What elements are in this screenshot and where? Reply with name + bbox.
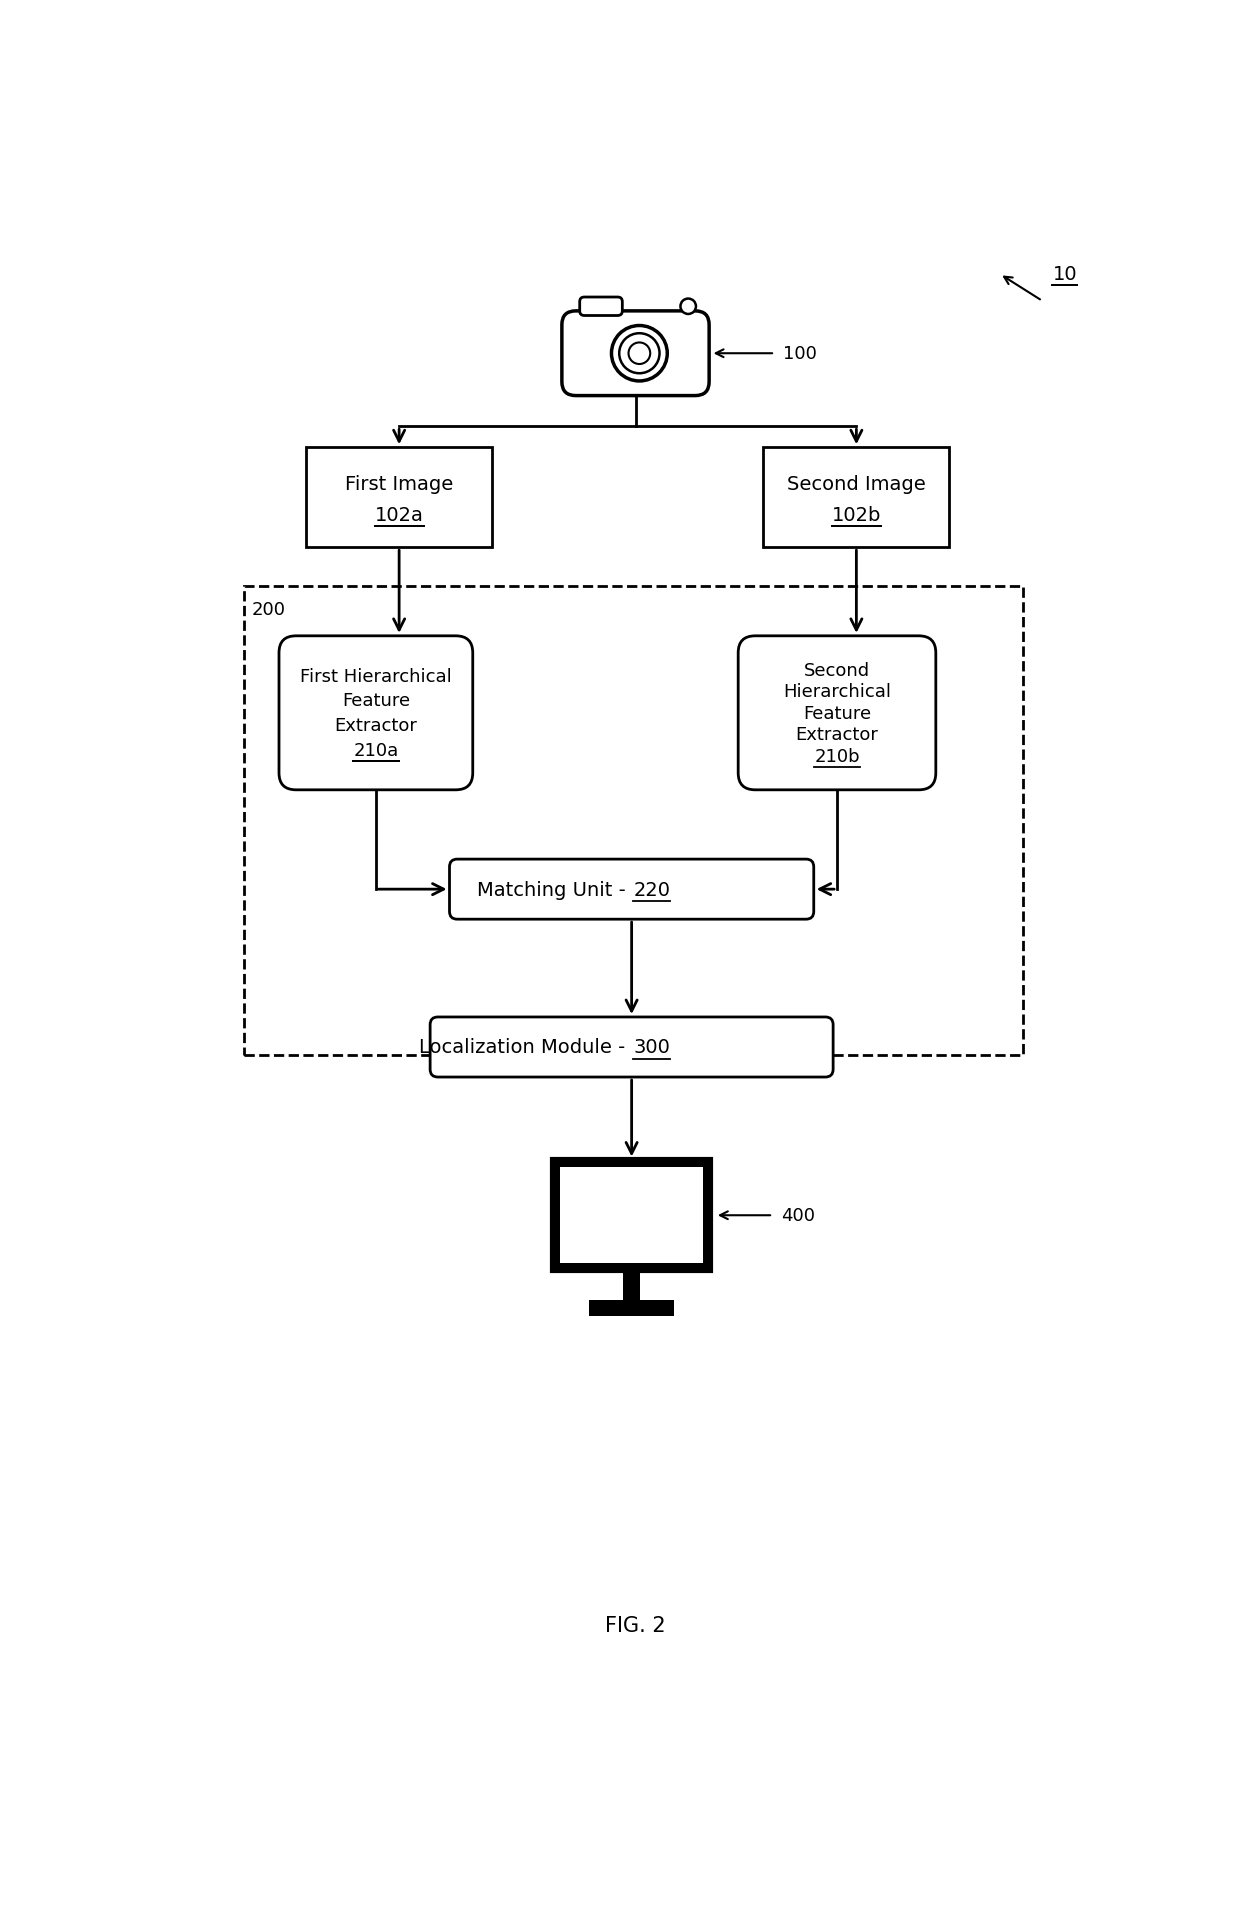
Text: Hierarchical: Hierarchical	[782, 682, 892, 701]
Text: 210a: 210a	[353, 741, 398, 760]
Bar	[560, 1168, 703, 1263]
Text: 102a: 102a	[374, 505, 424, 524]
Circle shape	[611, 326, 667, 381]
FancyBboxPatch shape	[562, 312, 709, 396]
Bar	[244, 587, 1023, 1055]
FancyBboxPatch shape	[449, 859, 813, 920]
Text: 100: 100	[782, 345, 817, 364]
Circle shape	[619, 333, 660, 373]
Text: 210b: 210b	[815, 747, 859, 766]
Text: Extractor: Extractor	[335, 716, 418, 735]
Text: 210a: 210a	[353, 741, 398, 760]
Text: Second: Second	[804, 661, 870, 680]
Text: First Image: First Image	[345, 474, 454, 493]
Bar	[589, 1301, 675, 1316]
Bar	[624, 1271, 640, 1301]
FancyBboxPatch shape	[430, 1017, 833, 1078]
Text: Localization Module -: Localization Module -	[419, 1038, 631, 1057]
FancyBboxPatch shape	[580, 297, 622, 316]
Bar	[306, 448, 492, 549]
Text: 200: 200	[252, 600, 286, 619]
Text: Matching Unit -: Matching Unit -	[476, 880, 631, 899]
Text: FIG. 2: FIG. 2	[605, 1615, 666, 1634]
Circle shape	[629, 343, 650, 366]
Text: Extractor: Extractor	[796, 726, 878, 745]
Text: Second Image: Second Image	[787, 474, 926, 493]
Text: 400: 400	[781, 1206, 815, 1225]
Text: First Hierarchical: First Hierarchical	[300, 667, 451, 686]
Text: 220: 220	[634, 880, 670, 899]
Bar	[764, 448, 950, 549]
Circle shape	[681, 299, 696, 314]
Text: 102b: 102b	[832, 505, 882, 524]
FancyBboxPatch shape	[279, 636, 472, 791]
Text: Feature: Feature	[342, 692, 410, 711]
Text: 300: 300	[634, 1038, 670, 1057]
Bar	[552, 1160, 711, 1271]
Text: Feature: Feature	[804, 705, 870, 722]
FancyBboxPatch shape	[738, 636, 936, 791]
Text: 10: 10	[1053, 265, 1078, 284]
